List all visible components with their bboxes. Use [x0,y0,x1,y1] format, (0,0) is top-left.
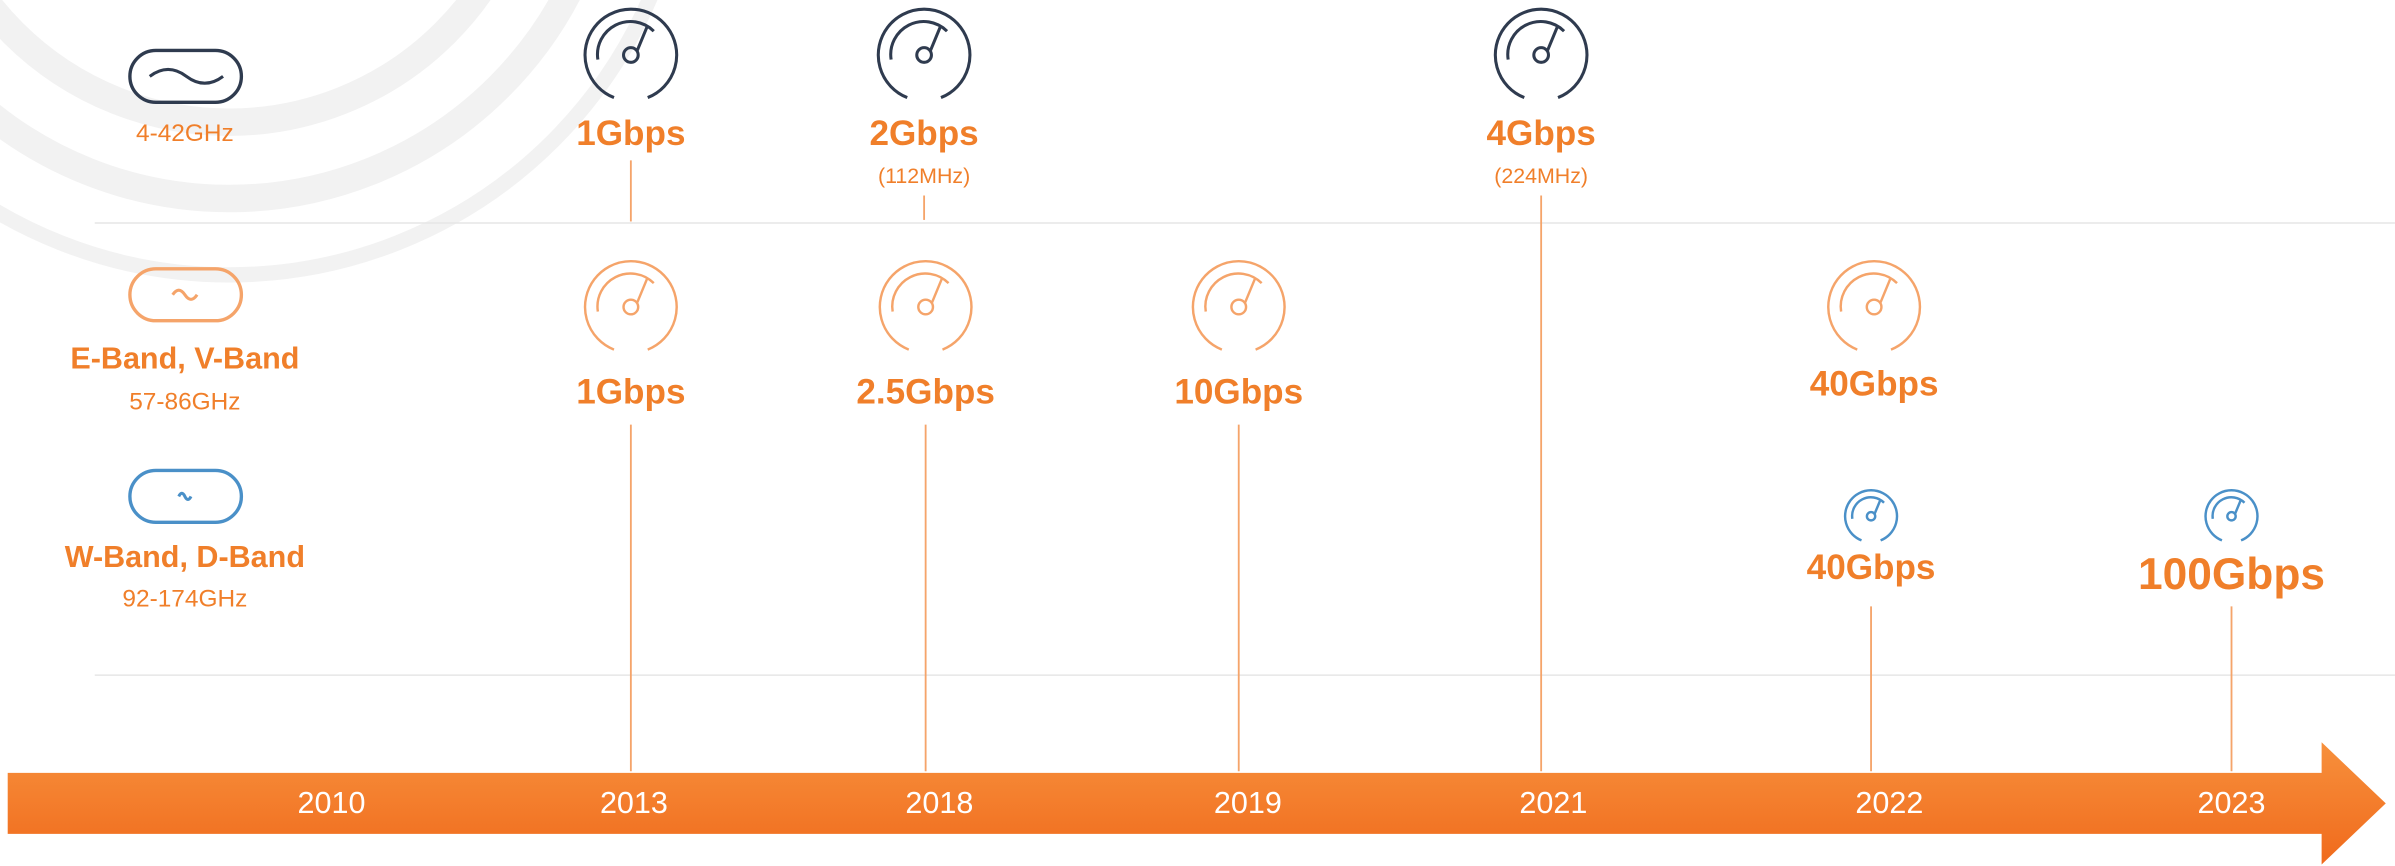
gauge-arc [1191,260,1286,351]
gauge-arc [1493,7,1589,100]
year-label: 2022 [1855,786,1923,820]
gauge-needle [929,26,942,51]
gauge-needle [1879,278,1892,303]
gauge-hub [1865,510,1877,522]
year-label: 2023 [2198,786,2266,820]
year-label: 2021 [1519,786,1587,820]
speed-label: 4Gbps [1487,114,1596,153]
gauge-icon [1493,7,1589,100]
gauge-inner [1204,272,1263,312]
gauge-icon [2204,489,2259,542]
gauge-inner [1839,272,1898,312]
timeline-arrow [7,742,2386,865]
band-range: 4-42GHz [136,120,234,147]
speed-label: 1Gbps [576,114,685,153]
gauge-hub [621,46,640,64]
band-range: 57-86GHz [129,389,240,416]
gauge-hub [1230,298,1248,316]
gauge-arc [2204,489,2259,542]
speed-note: (112MHz) [878,164,970,188]
gauge-icon [1843,489,1899,542]
gauge-hub [915,46,933,64]
gauge-arc [878,260,973,351]
band-range: 92-174GHz [122,586,247,613]
band-icon-wave [148,67,224,85]
gauge-arc [583,7,679,100]
year-label: 2010 [298,786,366,820]
year-label: 2018 [905,786,973,820]
gauge-needle [930,278,943,303]
gauge-inner [1506,20,1566,60]
gauge-icon [878,260,973,351]
gauge-needle [635,26,649,51]
gauge-needle [1873,500,1882,515]
gauge-needle [1546,26,1559,51]
gauge-needle [636,278,649,303]
gauge-hub [1532,46,1551,64]
gauge-arc [1827,260,1922,351]
gauge-inner [596,272,655,312]
gauge-inner [595,20,655,60]
band-icon-wave [177,491,193,501]
band-name: E-Band, V-Band [70,342,299,376]
gauge-icon [876,7,972,100]
speed-label: 2.5Gbps [856,372,995,411]
band-icon [128,468,244,525]
gauge-needle [2234,500,2242,515]
gauge-hub [917,298,935,316]
gauge-inner [889,20,949,60]
speed-label: 100Gbps [2138,550,2325,599]
gauge-inner [891,272,950,312]
speed-label: 40Gbps [1807,548,1936,587]
gauge-arc [583,260,678,351]
year-label: 2019 [1214,786,1282,820]
gauge-icon [1827,260,1922,351]
gauge-hub [1865,298,1883,316]
gauge-needle [1244,278,1256,303]
gauge-inner [1850,496,1885,520]
speed-note: (224MHz) [1494,164,1588,188]
year-label: 2013 [600,786,668,820]
gauge-icon [1191,260,1286,351]
band-icon-wave [171,288,199,301]
background-arcs [0,0,658,283]
band-icon [128,48,244,105]
band-icon [128,267,244,323]
speed-label: 1Gbps [576,372,685,411]
gauge-hub [622,298,640,316]
gauge-hub [2226,510,2237,522]
gauge-arc [876,7,972,100]
speed-label: 40Gbps [1810,365,1939,404]
gauge-arc [1843,489,1899,542]
gauge-icon [583,7,679,100]
speed-label: 10Gbps [1174,372,1303,411]
speed-label: 2Gbps [869,114,978,153]
band-name: W-Band, D-Band [65,540,305,574]
gauge-icon [583,260,678,351]
gauge-inner [2211,496,2246,520]
